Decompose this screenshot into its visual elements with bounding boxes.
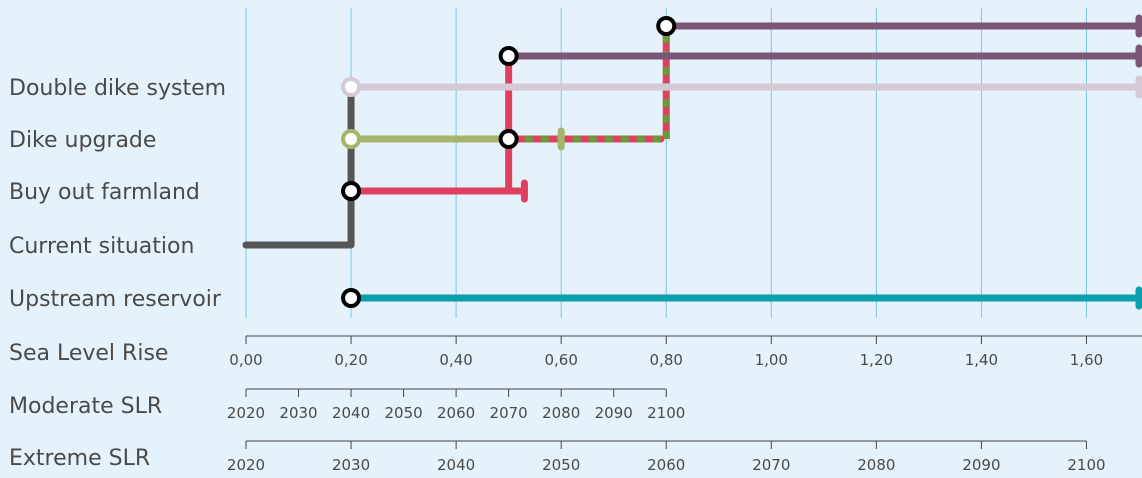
tick-label: 2090 bbox=[962, 456, 1000, 474]
tick-label: 2030 bbox=[279, 404, 317, 422]
tick-label: 2020 bbox=[227, 456, 265, 474]
pathway-markers bbox=[341, 14, 1142, 310]
tick-label: 2030 bbox=[332, 456, 370, 474]
transfer-station-marker bbox=[498, 46, 519, 66]
tick-label: 2070 bbox=[490, 404, 528, 422]
transfer-station-marker bbox=[656, 16, 677, 36]
tick-label: 1,00 bbox=[755, 351, 788, 369]
tick-label: 2050 bbox=[384, 404, 422, 422]
tick-label: 1,60 bbox=[1070, 351, 1103, 369]
row-label: Upstream reservoir bbox=[9, 287, 222, 312]
axis-label: Moderate SLR bbox=[9, 394, 162, 419]
axis-label: Extreme SLR bbox=[9, 446, 150, 471]
tick-label: 2060 bbox=[647, 456, 685, 474]
row-labels: Double dike system Dike upgrade Buy out fa… bbox=[9, 76, 226, 312]
tick-label: 0,20 bbox=[334, 351, 367, 369]
row-label: Double dike system bbox=[9, 76, 226, 101]
tick-label: 2100 bbox=[647, 404, 685, 422]
tick-label: 2090 bbox=[595, 404, 633, 422]
tick-label: 2040 bbox=[332, 404, 370, 422]
row-label: Buy out farmland bbox=[9, 180, 200, 205]
tick-label: 2070 bbox=[752, 456, 790, 474]
tick-label: 0,80 bbox=[650, 351, 683, 369]
tick-label: 1,40 bbox=[965, 351, 998, 369]
transfer-station-marker bbox=[341, 288, 362, 308]
transfer-station-marker bbox=[341, 77, 362, 97]
tick-label: 2100 bbox=[1067, 456, 1105, 474]
tick-label: 2050 bbox=[542, 456, 580, 474]
tick-label: 2060 bbox=[437, 404, 475, 422]
row-label: Dike upgrade bbox=[9, 128, 156, 153]
axes: Sea Level Rise 0,00 0,20 0,40 0,60 0,80 1,00 1,… bbox=[9, 335, 1142, 474]
transfer-station-marker bbox=[341, 181, 362, 201]
tick-label: 0,00 bbox=[229, 351, 262, 369]
tick-label: 2080 bbox=[542, 404, 580, 422]
tick-label: 2080 bbox=[857, 456, 895, 474]
tick-label: 2020 bbox=[227, 404, 265, 422]
row-label: Current situation bbox=[9, 234, 194, 259]
tick-label: 0,60 bbox=[544, 351, 577, 369]
tick-label: 1,20 bbox=[860, 351, 893, 369]
transfer-station-marker bbox=[341, 129, 362, 149]
tick-label: 2040 bbox=[437, 456, 475, 474]
transfer-station-marker bbox=[498, 129, 519, 149]
axis-label: Sea Level Rise bbox=[9, 341, 168, 366]
tick-label: 0,40 bbox=[439, 351, 472, 369]
pathway-lines bbox=[242, 22, 1142, 302]
